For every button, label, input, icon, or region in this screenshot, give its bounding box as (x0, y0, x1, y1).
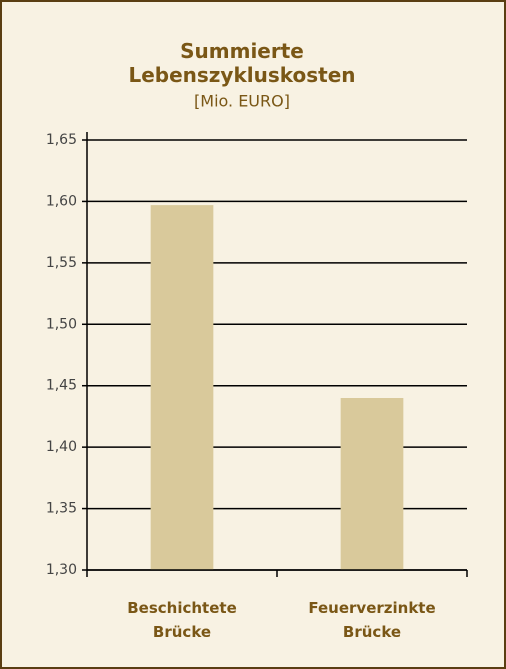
y-tick-label: 1,50 (46, 316, 77, 332)
y-tick-label: 1,55 (46, 255, 77, 271)
bar (340, 398, 404, 570)
y-tick-label: 1,65 (46, 132, 77, 148)
chart-subtitle: [Mio. EURO] (194, 92, 290, 111)
x-tick-label: Beschichtete Brücke (127, 599, 237, 641)
y-tick-label: 1,45 (46, 378, 77, 394)
y-tick-label: 1,35 (46, 501, 77, 517)
bar (150, 205, 214, 570)
y-tick-label: 1,40 (46, 439, 77, 455)
x-tick-label: Feuerverzinkte Brücke (308, 599, 435, 641)
y-tick-label: 1,60 (46, 193, 77, 209)
y-tick-label: 1,30 (46, 562, 77, 578)
chart-title: Summierte Lebenszykluskosten (128, 39, 355, 87)
